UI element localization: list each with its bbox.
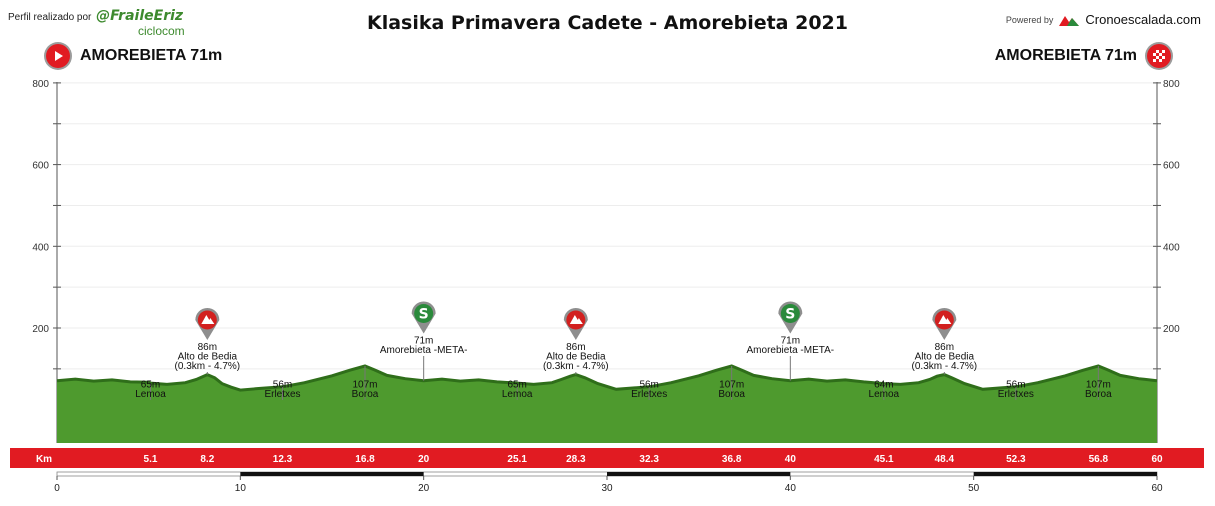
waypoint-label: Alto de Bedia [546, 352, 606, 363]
waypoint-label: 64m [874, 380, 893, 391]
waypoint-label: Erletxes [631, 389, 667, 400]
waypoint-label: 86m [935, 342, 954, 353]
y-tick-label-left: 600 [32, 161, 49, 172]
powered-by-label: Powered by [1005, 14, 1054, 25]
sprint-letter-icon: S [419, 307, 429, 323]
play-icon [46, 44, 70, 68]
sprint-marker-icon: S [778, 301, 803, 334]
x-tick-label: 30 [601, 483, 613, 494]
waypoint-label: 65m [141, 380, 160, 391]
sprint-marker-disc [780, 304, 800, 323]
waypoint-label: 56m [273, 380, 292, 391]
km-band-label: 60 [1151, 454, 1163, 465]
waypoint-label: Lemoa [135, 389, 166, 400]
waypoint-label: 107m [352, 380, 377, 391]
waypoint-label: (0.3km - 4.7%) [543, 361, 609, 372]
scale-bar-segment [607, 472, 791, 476]
waypoint-label: Lemoa [869, 389, 900, 400]
credit-brand: @FraileEriz [96, 8, 184, 24]
climb-marker-icon [932, 308, 957, 340]
waypoint-label: (0.3km - 4.7%) [912, 361, 978, 372]
sprint-marker-disc [414, 304, 434, 323]
km-band-label: 5.1 [144, 454, 158, 465]
waypoint-label: Alto de Bedia [915, 352, 975, 363]
waypoint-label: 56m [1006, 380, 1025, 391]
y-tick-label-right: 800 [1163, 79, 1180, 90]
x-tick-label: 20 [418, 483, 430, 494]
waypoint-label: Erletxes [998, 389, 1034, 400]
km-band-label: 36.8 [722, 454, 742, 465]
waypoint-label: Alto de Bedia [178, 352, 238, 363]
waypoint-label: Lemoa [502, 389, 533, 400]
finish-label: AMOREBIETA 71m [994, 47, 1137, 64]
waypoint-label: Boroa [352, 389, 379, 400]
waypoint-label: Erletxes [264, 389, 300, 400]
y-tick-label-left: 800 [32, 79, 49, 90]
waypoint-label: 56m [639, 380, 658, 391]
climb-marker-icon [563, 308, 588, 340]
sprint-marker-icon: S [411, 301, 436, 334]
waypoint-label: 107m [1086, 380, 1111, 391]
x-tick-label: 0 [54, 483, 60, 494]
mountain-icon [569, 315, 583, 324]
km-band-label: 56.8 [1089, 454, 1109, 465]
waypoint-label: Amorebieta -META- [747, 345, 835, 356]
sprint-letter-icon: S [785, 307, 795, 323]
powered-by: Powered by Cronoescalada.com [1006, 12, 1201, 27]
checkered-flag-icon [1147, 44, 1171, 68]
chart-title: Klasika Primavera Cadete - Amorebieta 20… [366, 12, 848, 34]
credit: Perfil realizado por @FraileEriz cicloco… [8, 8, 185, 38]
x-tick-label: 50 [968, 483, 980, 494]
waypoint-label: Boroa [1085, 389, 1112, 400]
climb-marker-icon [195, 308, 220, 340]
km-band-label: 45.1 [874, 454, 894, 465]
elevation-profile-area [57, 366, 1157, 443]
y-tick-label-left: 400 [32, 242, 49, 253]
km-band-label: 16.8 [355, 454, 375, 465]
mountain-icon [201, 315, 215, 324]
x-tick-label: 40 [785, 483, 797, 494]
km-band-label: 40 [785, 454, 797, 465]
waypoint-label: Amorebieta -META- [380, 345, 468, 356]
x-tick-label: 60 [1151, 483, 1163, 494]
y-tick-label-right: 400 [1163, 242, 1180, 253]
site-name: Cronoescalada.com [1085, 12, 1201, 27]
km-band-title: Km [36, 454, 52, 465]
km-band-label: 25.1 [507, 454, 527, 465]
km-band-label: 12.3 [273, 454, 293, 465]
start-label: AMOREBIETA 71m [80, 47, 223, 64]
credit-prefix: Perfil realizado por [8, 12, 92, 23]
waypoint-label: Boroa [718, 389, 745, 400]
mountain-icon [938, 315, 952, 324]
elevation-profile-line [56, 364, 1158, 392]
waypoint-label: 107m [719, 380, 744, 391]
waypoint-label: 71m [781, 336, 800, 347]
waypoint-label: 86m [198, 342, 217, 353]
scale-bar-segment [240, 472, 424, 476]
km-band-label: 32.3 [639, 454, 659, 465]
scale-bar-segment [973, 472, 1157, 476]
km-band-label: 28.3 [566, 454, 586, 465]
km-band-label: 52.3 [1006, 454, 1026, 465]
waypoint-label: 71m [414, 336, 433, 347]
km-band-label: 48.4 [935, 454, 955, 465]
start-location: AMOREBIETA 71m [46, 44, 222, 68]
x-tick-label: 10 [235, 483, 247, 494]
waypoint-label: (0.3km - 4.7%) [175, 361, 241, 372]
finish-location: AMOREBIETA 71m [995, 44, 1171, 68]
km-band-label: 8.2 [200, 454, 214, 465]
mountain-logo-icon [1059, 15, 1080, 26]
y-tick-label-right: 600 [1163, 161, 1180, 172]
credit-sub: ciclocom [138, 24, 185, 38]
y-tick-label-right: 200 [1163, 324, 1180, 335]
km-band [10, 448, 1204, 468]
km-band-label: 20 [418, 454, 430, 465]
waypoint-label: 65m [507, 380, 526, 391]
waypoint-label: 86m [566, 342, 585, 353]
y-tick-label-left: 200 [32, 324, 49, 335]
